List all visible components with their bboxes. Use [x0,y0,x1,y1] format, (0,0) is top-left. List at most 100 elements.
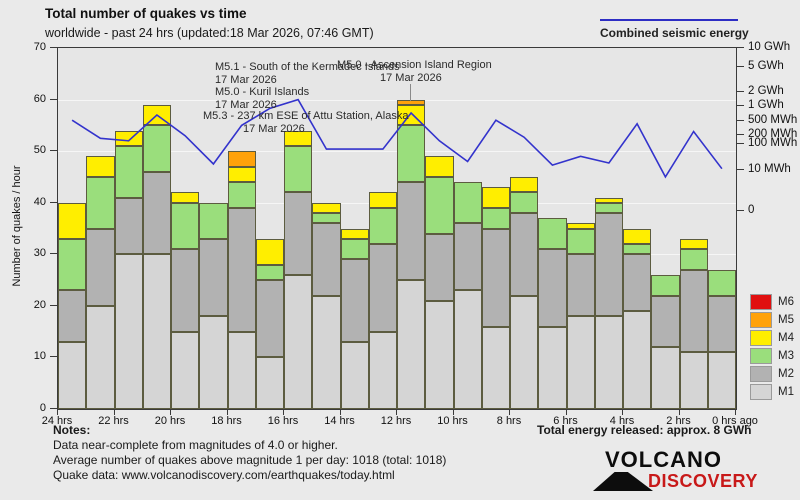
volcano-icon [593,472,653,491]
energy-line-swatch [600,19,738,21]
legend-swatch-M1 [750,384,772,400]
energy-tick-label: 10 GWh [748,41,791,53]
x-tick-label: 24 hrs [41,415,73,427]
bar-4hrs-segment-M2 [623,254,652,312]
bar-7hrs-segment-M1 [538,326,567,409]
bar-2hrs-segment-M3 [679,249,708,270]
bar-14hrs-segment-M4 [340,228,369,239]
annotation-date: 17 Mar 2026 [380,71,442,84]
bar-8hrs-segment-M2 [510,213,539,296]
y-tick-mark-70 [50,47,57,48]
x-tick-label: 12 hrs [380,415,412,427]
annotation-text: M5.0 - Ascension Island Region [337,59,492,71]
energy-tick-mark [736,65,744,67]
x-tick-mark [565,409,567,415]
x-tick-label: 14 hrs [324,415,355,427]
annotation-text: M5.1 - South of the Kermadec Islands [215,61,400,73]
y-tick-mark-40 [50,201,57,203]
annotation-1: M5.0 - Kuril Islands 17 Mar 2026 [215,86,309,111]
x-tick-label: 0 hrs ago [712,415,758,427]
legend-swatch-M4 [750,330,772,346]
bar-1hrs-segment-M2 [707,295,736,353]
bar-20hrs-segment-M3 [171,202,200,250]
annotation-connector-line [410,84,411,101]
energy-tick-label: 0 [748,203,755,216]
x-tick-label: 20 hrs [154,415,186,427]
bar-4hrs-segment-M3 [623,243,652,255]
bar-21hrs-segment-M2 [142,171,171,255]
bar-24hrs-segment-M2 [58,290,87,342]
bar-8hrs-segment-M4 [510,176,539,193]
bar-8hrs-segment-M3 [510,192,539,214]
y-tick-mark-30 [50,253,57,255]
notes-heading: Notes: [53,423,91,437]
bar-1hrs-segment-M3 [707,269,736,296]
bar-11hrs-segment-M3 [425,176,454,234]
bar-3hrs-segment-M3 [651,274,680,296]
x-tick-label: 16 hrs [267,415,299,427]
legend-swatch-M6 [750,294,772,310]
note-average-quakes: Average number of quakes above magnitude… [53,453,447,467]
bar-12hrs-segment-M5 [397,99,426,105]
energy-tick-mark [736,91,744,93]
bar-13hrs-segment-M1 [368,331,397,409]
note-data-completeness: Data near-complete from magnitudes of 4.… [53,438,338,452]
legend-label-M1: M1 [778,386,794,398]
legend-item-M1: M1 [750,383,794,401]
bar-24hrs-segment-M1 [58,341,87,409]
bar-19hrs-segment-M1 [199,316,228,409]
bar-6hrs-segment-M4 [566,223,595,229]
y-tick-label-70: 70 [33,41,46,53]
bar-24hrs-segment-M4 [58,202,87,239]
bar-23hrs-segment-M3 [86,176,115,229]
annotation-text: M5.0 - Kuril Islands [215,86,310,98]
legend-item-M4: M4 [750,329,794,347]
bar-19hrs-segment-M3 [199,202,228,239]
note-quake-data-url[interactable]: Quake data: www.volcanodiscovery.com/ear… [53,468,395,482]
logo-text-volcano: VOLCANO [605,447,722,472]
bar-5hrs-segment-M3 [594,202,623,214]
y-tick-label-20: 20 [33,298,46,311]
energy-tick-mark [736,133,744,135]
bar-12hrs-segment-M2 [397,182,426,281]
bar-20hrs-segment-M4 [171,192,200,203]
x-tick-mark [396,409,397,415]
annotation-date: 17 Mar 2026 [215,98,277,111]
legend-label-M2: M2 [778,368,794,380]
x-tick-label: 2 hrs [666,415,691,427]
legend-item-M6: M6 [750,293,794,311]
x-tick-mark [57,409,58,415]
bar-4hrs-segment-M1 [623,311,652,409]
volcano-discovery-logo[interactable]: VOLCANO DISCOVERY [593,447,798,497]
energy-tick-mark [736,104,744,106]
bar-5hrs-segment-M4 [594,197,623,203]
y-tick-label-30: 30 [33,247,46,260]
bar-4hrs-segment-M4 [623,228,652,244]
bar-14hrs-segment-M3 [340,238,369,260]
energy-tick-mark [736,168,744,170]
magnitude-legend: M6 M5 M4 M3 M2 M1 [750,293,794,401]
annotation-text: M5.3 - 237 km ESE of Attu Station, Alask… [203,110,409,122]
bar-18hrs-segment-M3 [227,182,256,208]
y-tick-label-50: 50 [33,144,46,157]
energy-tick-mark [736,209,744,211]
logo-text-discovery: DISCOVERY [648,471,758,491]
energy-tick-label: 10 MWh [748,162,791,175]
x-tick-mark [226,409,228,415]
x-tick-mark [622,409,623,415]
bar-9hrs-segment-M3 [481,207,510,229]
bar-22hrs-segment-M2 [114,197,143,255]
bar-13hrs-segment-M4 [368,192,397,208]
bar-17hrs-segment-M3 [255,264,284,281]
x-tick-label: 10 hrs [437,415,468,427]
y-tick-mark-0 [50,408,57,409]
bar-3hrs-segment-M1 [651,347,680,409]
x-tick-mark [735,409,736,415]
bar-6hrs-segment-M1 [566,316,595,409]
bar-16hrs-segment-M2 [284,192,313,275]
x-tick-mark [283,409,284,415]
y-tick-mark-50 [50,150,57,152]
bar-15hrs-segment-M4 [312,202,341,214]
annotation-date: 17 Mar 2026 [243,122,305,135]
